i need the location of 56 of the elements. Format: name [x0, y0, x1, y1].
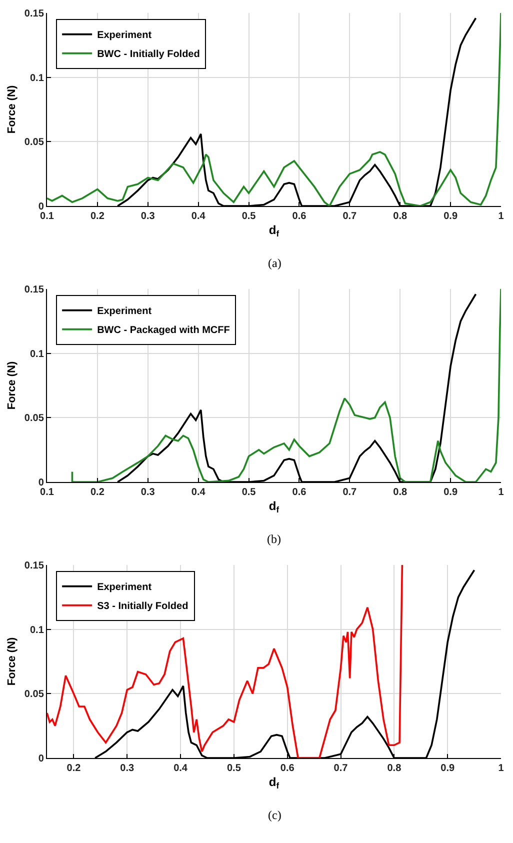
x-tick-label: 0.4	[191, 211, 206, 222]
x-tick-label: 0.6	[292, 211, 307, 222]
legend-label: Experiment	[97, 582, 152, 594]
x-tick-label: 0.4	[174, 763, 188, 774]
x-tick-label: 1	[498, 763, 504, 774]
x-axis-title: d$_{f}$	[268, 223, 280, 239]
x-tick-label: 0.7	[342, 487, 358, 498]
legend-label: S3 - Initially Folded	[97, 601, 188, 612]
legend-label: BWC - Initially Folded	[97, 49, 200, 60]
x-tick-label: 0.8	[393, 211, 408, 222]
y-axis-title: Force (N)	[6, 361, 18, 410]
x-tick-label: 0.8	[387, 763, 402, 774]
y-axis-title: Force (N)	[6, 637, 18, 686]
y-tick-label: 0.05	[24, 413, 44, 424]
x-tick-label: 0.6	[292, 487, 307, 498]
y-tick-label: 0.05	[24, 689, 44, 700]
text: (a)	[268, 256, 282, 270]
x-tick-label: 0.7	[342, 211, 358, 222]
x-tick-label: 0.3	[140, 487, 156, 498]
legend-label: BWC - Packaged with MCFF	[97, 325, 230, 336]
x-tick-label: 0.3	[120, 763, 135, 774]
x-axis-title: d$_{f}$	[268, 775, 280, 791]
x-tick-label: 0.5	[226, 763, 242, 774]
x-tick-label: 0.6	[280, 763, 295, 774]
y-tick-label: 0.1	[30, 348, 44, 360]
x-tick-label: 0.7	[334, 763, 348, 774]
x-axis-title: d$_{f}$	[268, 499, 280, 515]
legend-label: Experiment	[97, 306, 152, 318]
text: (c)	[268, 808, 282, 822]
y-tick-label: 0.15	[24, 8, 44, 20]
x-tick-label: 0.2	[90, 211, 105, 222]
x-tick-label: 0.9	[444, 487, 458, 498]
line-series	[47, 13, 501, 206]
x-tick-label: 0.8	[393, 487, 408, 498]
legend-label: Experiment	[97, 30, 152, 42]
x-tick-label: 1	[498, 211, 504, 222]
text: (b)	[267, 532, 281, 546]
x-tick-label: 0.3	[140, 211, 156, 222]
x-tick-label: 0.2	[90, 487, 105, 498]
y-tick-label: 0	[38, 478, 44, 488]
x-tick-label: 0.9	[440, 763, 455, 774]
y-axis-title: Force (N)	[6, 85, 18, 134]
x-tick-label: 0.2	[66, 763, 82, 774]
x-tick-label: 0.5	[242, 211, 256, 222]
y-tick-label: 0	[38, 754, 44, 764]
x-tick-label: 1	[498, 487, 504, 498]
x-tick-label: 0.5	[242, 487, 256, 498]
y-tick-label: 0.1	[30, 624, 44, 636]
y-tick-label: 0.15	[24, 284, 44, 296]
y-tick-label: 0.1	[30, 72, 44, 84]
x-tick-label: 0.9	[444, 211, 458, 222]
y-tick-label: 0	[38, 202, 44, 212]
y-tick-label: 0.15	[24, 560, 44, 572]
y-tick-label: 0.05	[24, 137, 44, 148]
line-series	[71, 289, 501, 482]
x-tick-label: 0.4	[191, 487, 206, 498]
